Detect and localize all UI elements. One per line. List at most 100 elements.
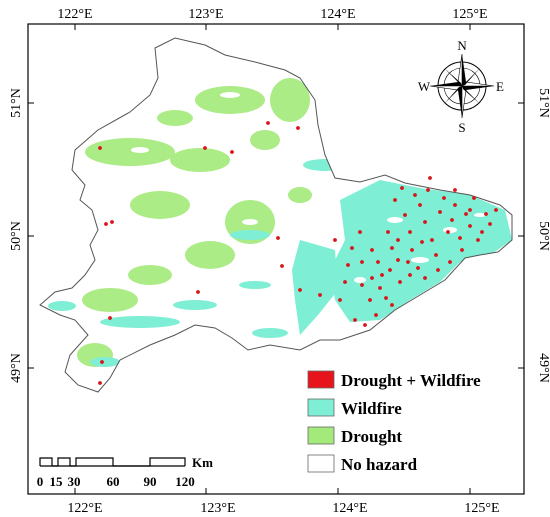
- hazard-point: [400, 186, 404, 190]
- hazard-point: [436, 268, 440, 272]
- hazard-point: [378, 286, 382, 290]
- frame-ticks: [28, 24, 524, 494]
- scale-tick-label: 120: [175, 474, 195, 489]
- lat-label-left: 51°N: [9, 88, 24, 118]
- hazard-point: [438, 210, 442, 214]
- hazard-point: [448, 260, 452, 264]
- lat-label-right: 49°N: [536, 353, 550, 383]
- compass-s-label: S: [458, 120, 465, 135]
- hazard-point: [350, 246, 354, 250]
- hazard-point: [484, 212, 488, 216]
- compass-rose: N S E W: [418, 38, 504, 135]
- hazard-point: [408, 230, 412, 234]
- legend-swatch-drought: [307, 426, 335, 445]
- legend-label-drought-wildfire: Drought + Wildfire: [341, 371, 481, 390]
- hazard-point: [360, 260, 364, 264]
- lat-label-right: 50°N: [536, 221, 550, 251]
- hazard-point: [104, 222, 108, 226]
- lat-label-right: 51°N: [536, 88, 550, 118]
- hazard-point: [488, 222, 492, 226]
- lat-label-left: 50°N: [9, 221, 24, 251]
- hazard-point: [280, 264, 284, 268]
- no-hazard-texture: [131, 92, 486, 283]
- hazard-point: [494, 208, 498, 212]
- hazard-point: [370, 276, 374, 280]
- hazard-point: [318, 293, 322, 297]
- hazard-point: [370, 248, 374, 252]
- lon-label-top: 122°E: [57, 7, 92, 22]
- hazard-point: [298, 288, 302, 292]
- hazard-point: [468, 224, 472, 228]
- hazard-point: [266, 121, 270, 125]
- legend-label-no-hazard: No hazard: [341, 455, 418, 474]
- hazard-point: [363, 323, 367, 327]
- lon-label-bottom: 125°E: [464, 501, 499, 516]
- drought-areas: [77, 78, 312, 367]
- hazard-point: [386, 230, 390, 234]
- hazard-point: [360, 283, 364, 287]
- hazard-point: [384, 296, 388, 300]
- hazard-point: [460, 248, 464, 252]
- hazard-point: [408, 273, 412, 277]
- hazard-point: [376, 260, 380, 264]
- hazard-point: [358, 230, 362, 234]
- lon-label-bottom: 122°E: [67, 501, 102, 516]
- hazard-point: [423, 276, 427, 280]
- hazard-point: [464, 212, 468, 216]
- hazard-point: [458, 236, 462, 240]
- hazard-point: [420, 240, 424, 244]
- hazard-point: [396, 258, 400, 262]
- lon-label-top: 123°E: [188, 7, 223, 22]
- hazard-point: [418, 203, 422, 207]
- hazard-point: [333, 238, 337, 242]
- hazard-point: [446, 230, 450, 234]
- legend-label-wildfire: Wildfire: [341, 399, 402, 418]
- compass-n-label: N: [457, 38, 467, 53]
- legend-swatch-wildfire: [307, 398, 335, 417]
- hazard-point: [468, 208, 472, 212]
- hazard-point: [442, 196, 446, 200]
- hazard-point: [393, 198, 397, 202]
- hazard-point: [346, 263, 350, 267]
- hazard-point: [398, 280, 402, 284]
- hazard-point: [423, 220, 427, 224]
- scale-tick-label: 0: [37, 474, 44, 489]
- legend-swatch-no-hazard: [307, 454, 335, 473]
- lon-label-top: 125°E: [452, 7, 487, 22]
- hazard-point: [196, 290, 200, 294]
- hazard-point: [380, 273, 384, 277]
- lon-label-top: 124°E: [320, 7, 355, 22]
- hazard-point: [472, 196, 476, 200]
- hazard-point: [230, 150, 234, 154]
- hazard-point: [276, 236, 280, 240]
- hazard-point: [428, 176, 432, 180]
- hazard-point: [480, 230, 484, 234]
- hazard-point: [353, 318, 357, 322]
- hazard-point: [374, 313, 378, 317]
- legend: Drought + Wildfire Wildfire Drought No h…: [307, 370, 481, 474]
- hazard-point: [453, 203, 457, 207]
- hazard-point: [108, 316, 112, 320]
- lon-label-bottom: 123°E: [200, 501, 235, 516]
- hazard-point: [403, 213, 407, 217]
- hazard-point: [434, 253, 438, 257]
- scale-tick-label: 60: [107, 474, 120, 489]
- scale-tick-label: 15: [50, 474, 64, 489]
- hazard-point: [416, 266, 420, 270]
- compass-w-label: W: [418, 79, 431, 94]
- hazard-point: [426, 188, 430, 192]
- hazard-point: [396, 238, 400, 242]
- lat-label-left: 49°N: [9, 353, 24, 383]
- hazard-point: [296, 126, 300, 130]
- legend-label-drought: Drought: [341, 427, 402, 446]
- hazard-point: [100, 360, 104, 364]
- hazard-point: [390, 246, 394, 250]
- hazard-point: [110, 220, 114, 224]
- hazard-point: [203, 146, 207, 150]
- scale-bar: Km 0 15 30 60 90 120: [37, 455, 213, 489]
- hazard-point: [410, 248, 414, 252]
- compass-e-label: E: [496, 79, 504, 94]
- hazard-point: [390, 303, 394, 307]
- hazard-point: [453, 188, 457, 192]
- region-boundary: [39, 37, 513, 393]
